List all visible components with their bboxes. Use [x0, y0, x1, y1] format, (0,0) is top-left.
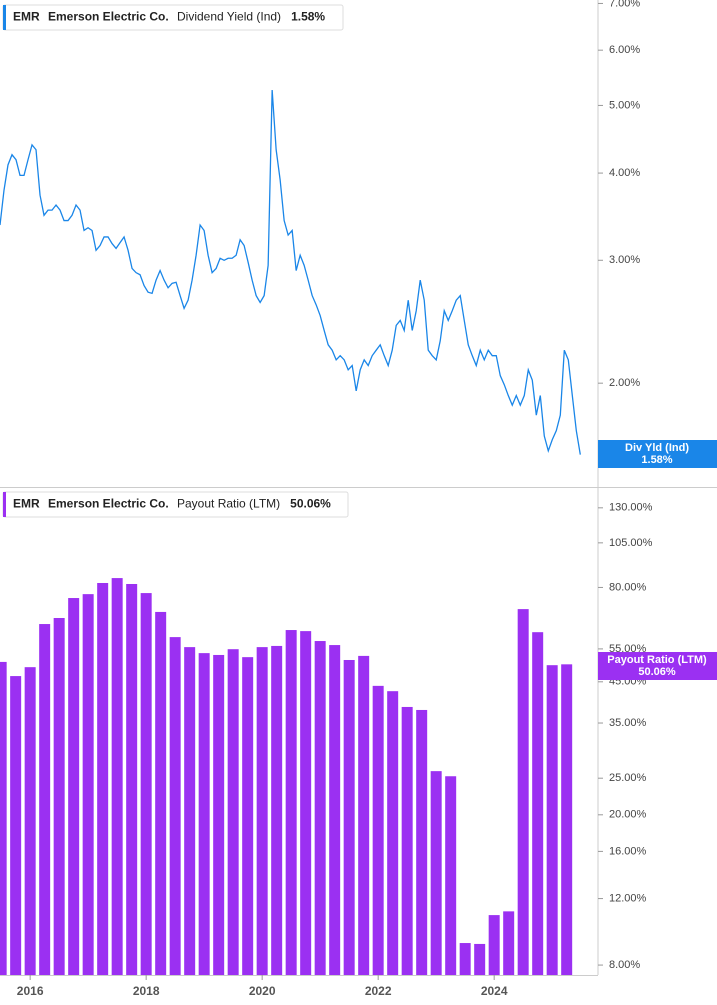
bar: [140, 593, 152, 975]
y-tick-label: 12.00%: [609, 892, 647, 904]
legend-company: Emerson Electric Co.: [48, 497, 169, 511]
badge-value: 1.58%: [641, 454, 672, 466]
bar: [517, 609, 529, 975]
y-tick-label: 35.00%: [609, 717, 647, 729]
bar: [546, 665, 558, 975]
dividend-panel: 2.00% 3.00% 4.00% 5.00% 6.00% 7.00% EMR Emerson…: [0, 0, 717, 468]
badge-value: 50.06%: [638, 666, 676, 678]
bar: [242, 657, 254, 975]
y-tick-label: 3.00%: [609, 254, 640, 266]
bar: [126, 583, 138, 975]
value-badge: [598, 440, 717, 468]
bar: [372, 685, 384, 975]
y-tick-label: 7.00%: [609, 0, 640, 9]
bar: [459, 943, 471, 975]
bar: [24, 667, 36, 975]
legend-swatch: [3, 492, 6, 517]
y-tick-label: 6.00%: [609, 44, 640, 56]
bar: [445, 776, 457, 975]
bar: [184, 647, 196, 975]
bar: [53, 618, 65, 975]
legend-value: 1.58%: [291, 10, 325, 24]
badge-label: Payout Ratio (LTM): [607, 654, 707, 666]
payout-panel: 8.00%12.00%16.00%20.00%25.00%35.00%45.00…: [0, 491, 717, 998]
legend-swatch: [3, 5, 6, 30]
legend-company: Emerson Electric Co.: [48, 10, 169, 24]
bar: [198, 653, 210, 975]
bar: [358, 655, 370, 975]
yield-line: [0, 90, 581, 455]
bar: [416, 709, 428, 975]
bar: [227, 649, 239, 975]
x-tick-label: 2016: [17, 984, 44, 998]
y-tick-label: 8.00%: [609, 959, 640, 971]
y-tick-label: 2.00%: [609, 377, 640, 389]
bar: [256, 647, 268, 975]
legend-series: Dividend Yield (Ind): [177, 10, 281, 24]
y-tick-label: 55.00%: [609, 643, 647, 655]
y-tick-label: 130.00%: [609, 502, 653, 514]
bar: [155, 611, 167, 975]
x-tick-label: 2022: [365, 984, 392, 998]
bar: [561, 664, 573, 975]
bar: [213, 654, 225, 975]
y-tick-label: 5.00%: [609, 99, 640, 111]
legend-ticker: EMR: [13, 497, 40, 511]
legend-ticker: EMR: [13, 10, 40, 24]
bar: [10, 676, 22, 975]
bar: [169, 637, 181, 975]
bar: [68, 598, 80, 975]
bar: [329, 645, 341, 975]
x-tick-label: 2018: [133, 984, 160, 998]
bar: [474, 943, 486, 975]
bar: [488, 915, 500, 975]
y-tick-label: 105.00%: [609, 537, 653, 549]
x-tick-label: 2024: [481, 984, 508, 998]
y-tick-label: 25.00%: [609, 772, 647, 784]
bar: [39, 624, 51, 975]
x-tick-label: 2020: [249, 984, 276, 998]
bar: [97, 582, 109, 975]
legend-value: 50.06%: [290, 497, 331, 511]
value-badge: [598, 652, 717, 680]
bar: [285, 630, 297, 975]
bar: [82, 594, 94, 975]
bar: [343, 659, 355, 975]
bar: [314, 641, 326, 975]
bar: [532, 632, 544, 975]
bar: [300, 631, 312, 975]
legend-series: Payout Ratio (LTM): [177, 497, 280, 511]
y-tick-label: 80.00%: [609, 581, 647, 593]
bar: [387, 691, 399, 975]
y-tick-label: 20.00%: [609, 809, 647, 821]
badge-label: Div Yld (Ind): [625, 442, 689, 454]
y-tick-label: 4.00%: [609, 167, 640, 179]
bar: [430, 771, 442, 975]
bar: [401, 706, 413, 975]
bar: [271, 645, 283, 975]
bar: [503, 911, 515, 975]
bar: [111, 578, 123, 975]
y-tick-label: 16.00%: [609, 845, 647, 857]
bar: [0, 661, 7, 975]
